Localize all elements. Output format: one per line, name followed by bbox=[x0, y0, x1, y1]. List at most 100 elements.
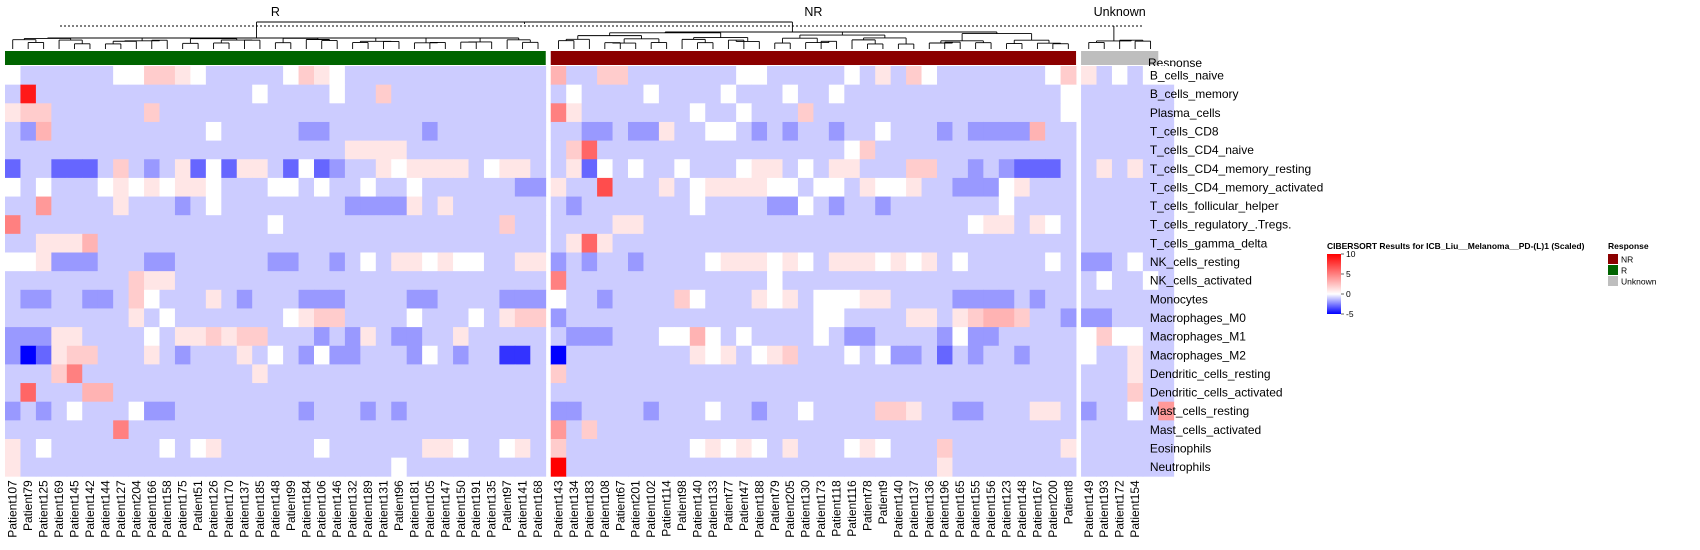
heatmap-cell bbox=[797, 233, 814, 253]
heatmap-cell bbox=[767, 439, 783, 459]
heatmap-cell bbox=[530, 401, 547, 421]
heatmap-cell bbox=[221, 439, 238, 459]
heatmap-cell bbox=[736, 420, 752, 440]
heatmap-cell bbox=[1096, 66, 1113, 86]
heatmap-cell bbox=[643, 345, 660, 365]
heatmap-cell bbox=[550, 196, 567, 216]
heatmap-cell bbox=[1127, 84, 1144, 104]
heatmap-cell bbox=[859, 401, 876, 421]
heatmap-cell bbox=[813, 401, 830, 421]
heatmap-cell bbox=[952, 271, 969, 291]
heatmap-cell bbox=[453, 364, 469, 384]
heatmap-cell bbox=[113, 364, 129, 384]
heatmap-cell bbox=[35, 84, 52, 104]
heatmap-cell bbox=[983, 159, 1000, 179]
heatmap-cell bbox=[1045, 196, 1061, 216]
heatmap-cell bbox=[612, 364, 629, 384]
heatmap-cell bbox=[5, 457, 21, 477]
heatmap-cell bbox=[329, 252, 346, 272]
heatmap-cell bbox=[51, 121, 68, 141]
heatmap-cell bbox=[468, 140, 485, 160]
heatmap-cell bbox=[128, 457, 145, 477]
heatmap-cell bbox=[782, 103, 799, 123]
heatmap-cell bbox=[1158, 196, 1175, 216]
heatmap-cell bbox=[159, 439, 176, 459]
heatmap-cell bbox=[921, 383, 938, 403]
heatmap-cell bbox=[1014, 140, 1031, 160]
heatmap-cell bbox=[375, 121, 392, 141]
heatmap-cell bbox=[360, 159, 377, 179]
heatmap-cell bbox=[344, 345, 361, 365]
heatmap-cell bbox=[159, 121, 176, 141]
heatmap-cell bbox=[144, 308, 160, 328]
heatmap-cell bbox=[643, 103, 660, 123]
heatmap-cell bbox=[113, 439, 129, 459]
heatmap-cell bbox=[998, 401, 1015, 421]
heatmap-cell bbox=[674, 84, 691, 104]
heatmap-cell bbox=[1127, 159, 1144, 179]
heatmap-cell bbox=[344, 215, 361, 235]
heatmap-cell bbox=[314, 196, 330, 216]
heatmap-cell bbox=[82, 420, 99, 440]
heatmap-cell bbox=[875, 308, 892, 328]
heatmap-cell bbox=[329, 308, 346, 328]
heatmap-cell bbox=[468, 84, 485, 104]
row-label: T_cells_CD4_memory_activated bbox=[1150, 180, 1323, 194]
heatmap-cell bbox=[97, 327, 114, 347]
heatmap-cell bbox=[267, 103, 284, 123]
heatmap-cell bbox=[828, 457, 845, 477]
row-label: T_cells_CD4_memory_resting bbox=[1150, 162, 1311, 176]
heatmap-cell bbox=[314, 420, 330, 440]
column-label: Patient140 bbox=[691, 480, 705, 538]
heatmap-cell bbox=[298, 196, 315, 216]
heatmap-cell bbox=[797, 401, 814, 421]
heatmap-cell bbox=[499, 401, 516, 421]
heatmap-cell bbox=[453, 271, 469, 291]
heatmap-cell bbox=[344, 271, 361, 291]
heatmap-cell bbox=[422, 401, 438, 421]
heatmap-cell bbox=[628, 271, 644, 291]
heatmap-cell bbox=[422, 420, 438, 440]
heatmap-cell bbox=[5, 439, 21, 459]
heatmap-cell bbox=[190, 66, 207, 86]
heatmap-cell bbox=[937, 84, 953, 104]
heatmap-cell bbox=[720, 233, 737, 253]
heatmap-cell bbox=[283, 233, 299, 253]
heatmap-cell bbox=[566, 289, 583, 309]
heatmap-cell bbox=[128, 401, 145, 421]
heatmap-cell bbox=[468, 103, 485, 123]
heatmap-cell bbox=[1029, 252, 1046, 272]
heatmap-cell bbox=[952, 140, 969, 160]
heatmap-cell bbox=[921, 140, 938, 160]
heatmap-cell bbox=[375, 103, 392, 123]
heatmap-cell bbox=[530, 196, 547, 216]
annotation-legend-label: NR bbox=[1621, 255, 1633, 265]
heatmap-cell bbox=[906, 383, 922, 403]
heatmap-cell bbox=[82, 345, 99, 365]
heatmap-cell bbox=[983, 457, 1000, 477]
heatmap-cell bbox=[190, 439, 207, 459]
heatmap-cell bbox=[921, 439, 938, 459]
heatmap-cell bbox=[612, 233, 629, 253]
heatmap-cell bbox=[998, 327, 1015, 347]
heatmap-cell bbox=[797, 327, 814, 347]
heatmap-cell bbox=[530, 66, 547, 86]
heatmap-cell bbox=[736, 364, 752, 384]
heatmap-cell bbox=[736, 439, 752, 459]
heatmap-cell bbox=[1111, 103, 1128, 123]
heatmap-cell bbox=[875, 84, 892, 104]
heatmap-cell bbox=[66, 401, 83, 421]
heatmap-cell bbox=[51, 159, 68, 179]
heatmap-cell bbox=[453, 177, 469, 197]
heatmap-cell bbox=[1081, 457, 1097, 477]
heatmap-cell bbox=[406, 364, 423, 384]
heatmap-cell bbox=[1081, 233, 1097, 253]
heatmap-cell bbox=[597, 327, 613, 347]
heatmap-cell bbox=[658, 327, 675, 347]
heatmap-cell bbox=[643, 159, 660, 179]
heatmap-cell bbox=[113, 233, 129, 253]
heatmap-cell bbox=[113, 289, 129, 309]
heatmap-cell bbox=[453, 140, 469, 160]
heatmap-cell bbox=[483, 66, 500, 86]
heatmap-cell bbox=[375, 177, 392, 197]
